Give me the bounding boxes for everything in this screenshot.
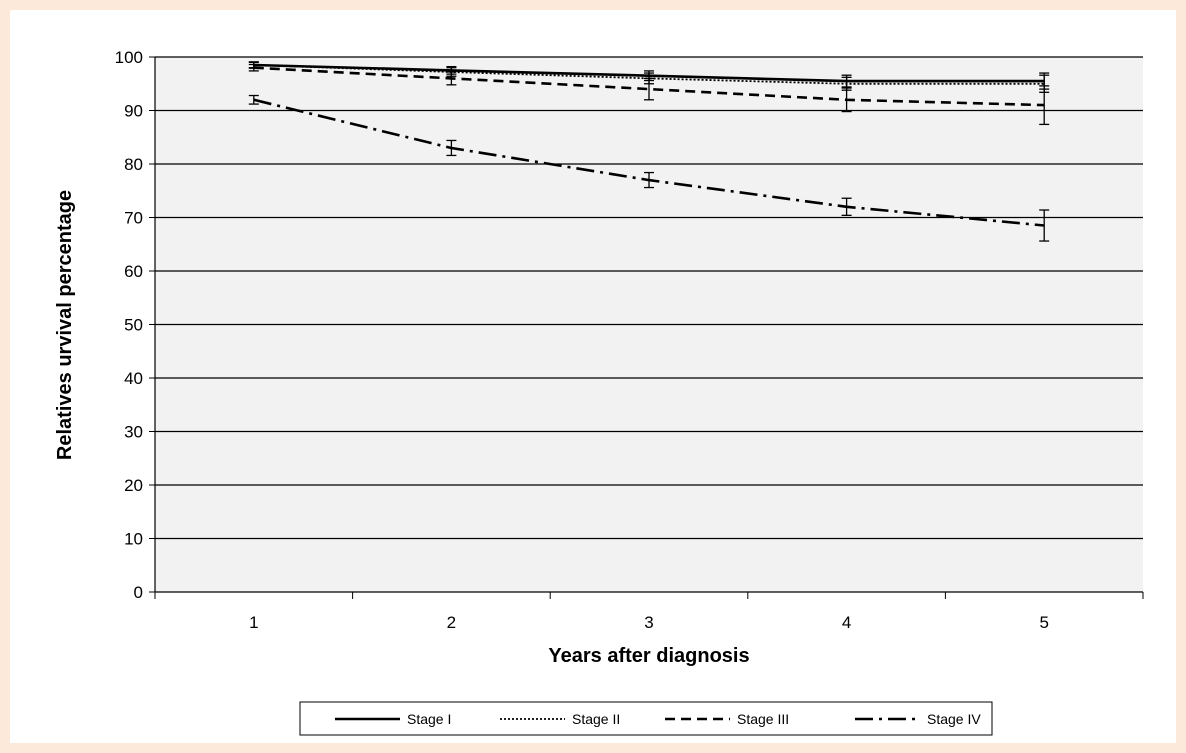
series-3: [248, 63, 1050, 126]
x-tick-label: 2: [447, 613, 456, 632]
tick-labels: 0 10 20 30 40 50 60 70 80 90 100 1 2 3 4 5: [115, 48, 1049, 632]
y-tick-label: 0: [134, 583, 143, 602]
legend: Stage I Stage II Stage III Stage IV: [299, 701, 993, 736]
axes: [149, 56, 1144, 599]
legend-label: Stage III: [737, 711, 789, 727]
x-tick-label: 3: [644, 613, 653, 632]
y-tick-label: 50: [124, 316, 143, 335]
y-tick-label: 10: [124, 530, 143, 549]
series-line: [253, 98, 1045, 227]
y-tick-label: 100: [115, 48, 143, 67]
y-tick-label: 70: [124, 209, 143, 228]
series-line: [253, 66, 1045, 107]
y-tick-label: 90: [124, 102, 143, 121]
gridlines: [155, 56, 1143, 540]
y-tick-label: 60: [124, 262, 143, 281]
legend-label: Stage IV: [927, 711, 981, 727]
x-tick-label: 4: [842, 613, 851, 632]
legend-label: Stage I: [407, 711, 451, 727]
y-tick-label: 30: [124, 423, 143, 442]
x-tick-label: 1: [249, 613, 258, 632]
y-tick-label: 80: [124, 155, 143, 174]
survival-line-chart: 0 10 20 30 40 50 60 70 80 90 100 1 2 3 4 5 Years after …: [54, 48, 1144, 736]
legend-label: Stage II: [572, 711, 620, 727]
legend-box: [299, 701, 993, 736]
x-tick-label: 5: [1039, 613, 1048, 632]
series-layer: [248, 61, 1050, 242]
series-4: [248, 94, 1050, 242]
y-tick-label: 40: [124, 369, 143, 388]
x-axis-title: Years after diagnosis: [548, 645, 749, 667]
y-tick-label: 20: [124, 476, 143, 495]
chart-frame: 0 10 20 30 40 50 60 70 80 90 100 1 2 3 4 5 Years after …: [10, 10, 1176, 743]
y-axis-title: Relatives urvival percentage: [54, 190, 76, 460]
